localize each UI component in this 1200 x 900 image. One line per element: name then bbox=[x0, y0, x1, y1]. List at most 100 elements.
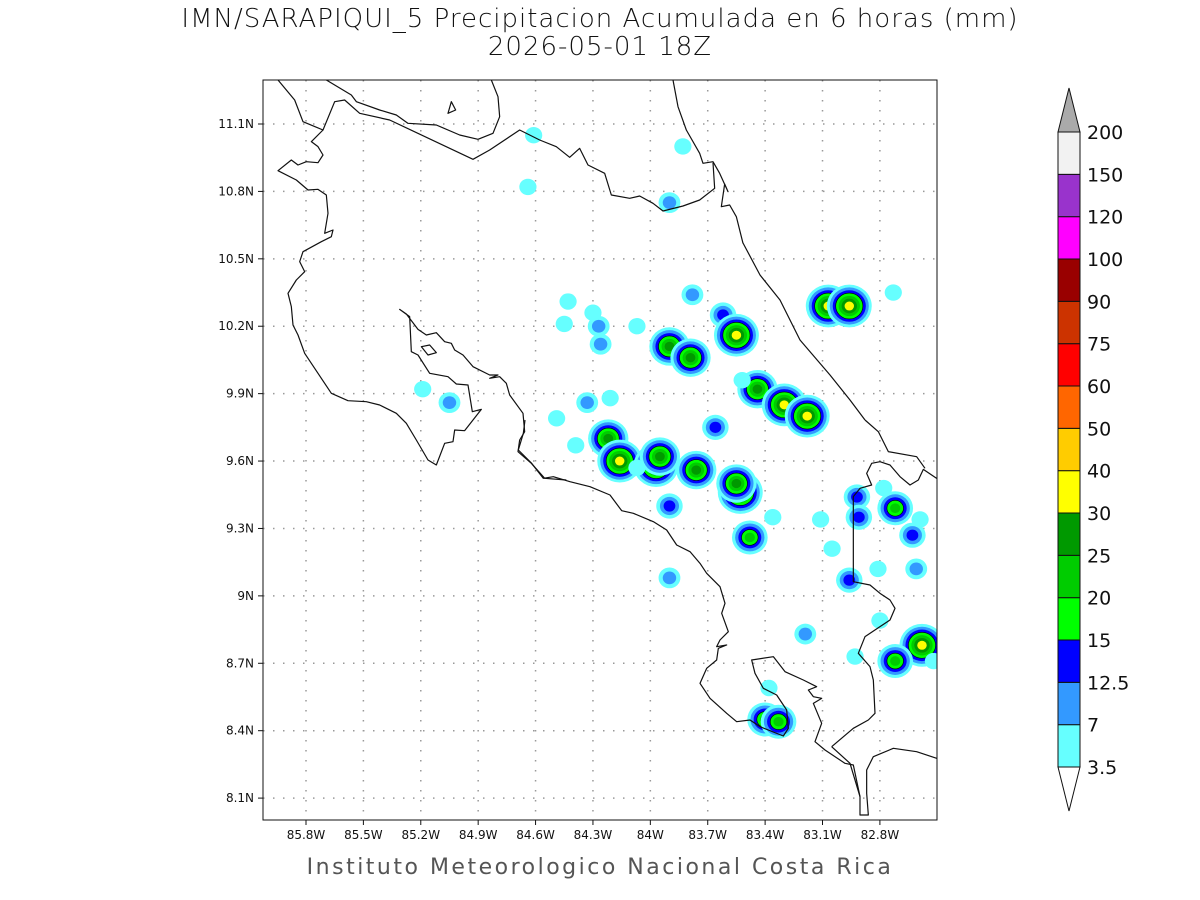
precip-cell bbox=[811, 511, 830, 528]
precip-cell bbox=[845, 504, 873, 530]
contour-band bbox=[709, 421, 722, 433]
colorbar-swatch bbox=[1057, 681, 1081, 726]
colorbar-swatch bbox=[1057, 427, 1081, 472]
contour-band bbox=[591, 319, 606, 333]
precip-cell bbox=[438, 392, 461, 414]
pacific-coast-south bbox=[517, 419, 937, 816]
precip-cell bbox=[826, 284, 872, 328]
axis-ticks: 85.8W 85.5W 85.2W 84.9W 84.6W 84.3W 84W 83.7W 83… bbox=[218, 117, 899, 842]
contour-band bbox=[519, 178, 537, 196]
lat-tick-label: 9.9N bbox=[226, 387, 254, 401]
contour-band bbox=[628, 459, 646, 476]
contour-band bbox=[547, 410, 566, 427]
colorbar-swatch bbox=[1057, 258, 1081, 302]
contour-band bbox=[442, 396, 457, 410]
precip-cell bbox=[587, 315, 610, 337]
precip-cell bbox=[884, 284, 902, 301]
lat-tick-label: 9.6N bbox=[226, 454, 254, 468]
contour-band bbox=[731, 478, 742, 489]
colorbar-swatch bbox=[1057, 216, 1081, 260]
contour-band bbox=[664, 341, 675, 352]
precip-cell bbox=[414, 380, 432, 398]
caribbean-coast-north bbox=[672, 80, 744, 244]
contour-band bbox=[843, 574, 856, 586]
contour-band bbox=[414, 380, 432, 398]
colorbar-label: 100 bbox=[1087, 249, 1123, 271]
contour-band bbox=[884, 284, 902, 301]
precip-cell bbox=[869, 560, 887, 578]
lon-tick-label: 83.7W bbox=[688, 828, 727, 842]
map-subtitle: 2026-05-01 18Z bbox=[487, 32, 713, 62]
precip-cell bbox=[658, 567, 681, 589]
lat-tick-label: 10.5N bbox=[218, 252, 254, 266]
contour-band bbox=[615, 456, 625, 466]
burica-coast bbox=[831, 746, 861, 797]
colorbar-label: 30 bbox=[1087, 503, 1111, 525]
colorbar-swatch bbox=[1057, 470, 1081, 514]
colorbar-swatch bbox=[1057, 639, 1081, 683]
precip-cell bbox=[713, 313, 759, 357]
precip-cell bbox=[716, 464, 757, 503]
precip-cell bbox=[836, 567, 863, 593]
lat-tick-label: 10.8N bbox=[218, 184, 254, 198]
contour-band bbox=[869, 560, 887, 578]
lon-tick-label: 84.3W bbox=[574, 828, 613, 842]
contour-band bbox=[555, 315, 573, 333]
contour-band bbox=[580, 396, 594, 410]
colorbar-label: 75 bbox=[1087, 334, 1111, 356]
lat-tick-label: 8.7N bbox=[226, 656, 254, 670]
colorbar-above-triangle bbox=[1057, 87, 1081, 133]
contour-band bbox=[731, 330, 742, 340]
colorbar-swatch bbox=[1057, 385, 1081, 429]
contour-band bbox=[662, 571, 677, 585]
precip-cell bbox=[676, 450, 717, 490]
colorbar-label: 60 bbox=[1087, 376, 1111, 398]
colorbar-label: 15 bbox=[1087, 630, 1111, 652]
contour-band bbox=[917, 640, 927, 650]
precipitation-contours bbox=[414, 127, 937, 739]
lat-tick-label: 8.1N bbox=[226, 791, 254, 805]
coastlines bbox=[277, 80, 937, 816]
colorbar-swatch bbox=[1057, 512, 1081, 556]
contour-band bbox=[773, 716, 784, 727]
contour-band bbox=[924, 652, 937, 670]
colorbar-label: 20 bbox=[1087, 588, 1111, 610]
caribbean-coast-bocas bbox=[864, 419, 926, 469]
contour-band bbox=[685, 288, 700, 302]
precip-cell bbox=[794, 623, 817, 645]
colorbar-swatch bbox=[1057, 554, 1081, 599]
precip-cell bbox=[843, 484, 871, 510]
colorbar-label: 150 bbox=[1087, 164, 1123, 186]
contour-band bbox=[911, 511, 929, 528]
colorbar-swatch bbox=[1057, 597, 1081, 641]
colorbar-swatch bbox=[1057, 173, 1081, 218]
precip-cell bbox=[628, 318, 646, 335]
colorbar-swatch bbox=[1057, 343, 1081, 387]
precip-cell bbox=[875, 479, 893, 497]
precip-cell bbox=[764, 509, 782, 526]
contour-band bbox=[601, 389, 619, 407]
contour-band bbox=[628, 318, 646, 335]
contour-band bbox=[752, 384, 763, 394]
contour-band bbox=[906, 529, 919, 541]
precip-cell bbox=[628, 459, 646, 476]
colorbar-label: 50 bbox=[1087, 418, 1111, 440]
precip-cell bbox=[846, 648, 864, 665]
colorbar-label: 25 bbox=[1087, 545, 1111, 567]
precip-cell bbox=[731, 520, 768, 555]
colorbar: 3.5 7 12.5 15 20 25 30 40 50 60 75 90 100 120 150 200 bbox=[1057, 87, 1129, 812]
precip-cell bbox=[871, 612, 889, 629]
contour-band bbox=[823, 540, 841, 557]
colorbar-label: 40 bbox=[1087, 461, 1111, 483]
precip-cell bbox=[601, 389, 619, 407]
precip-cell bbox=[555, 315, 573, 333]
contour-band bbox=[846, 648, 864, 665]
contour-band bbox=[662, 196, 677, 210]
colorbar-below-triangle bbox=[1057, 766, 1081, 812]
precip-cell bbox=[784, 394, 830, 438]
precip-cell bbox=[877, 644, 914, 679]
precip-cell bbox=[681, 284, 704, 306]
precip-cell bbox=[519, 178, 537, 196]
island-lake bbox=[447, 101, 457, 114]
